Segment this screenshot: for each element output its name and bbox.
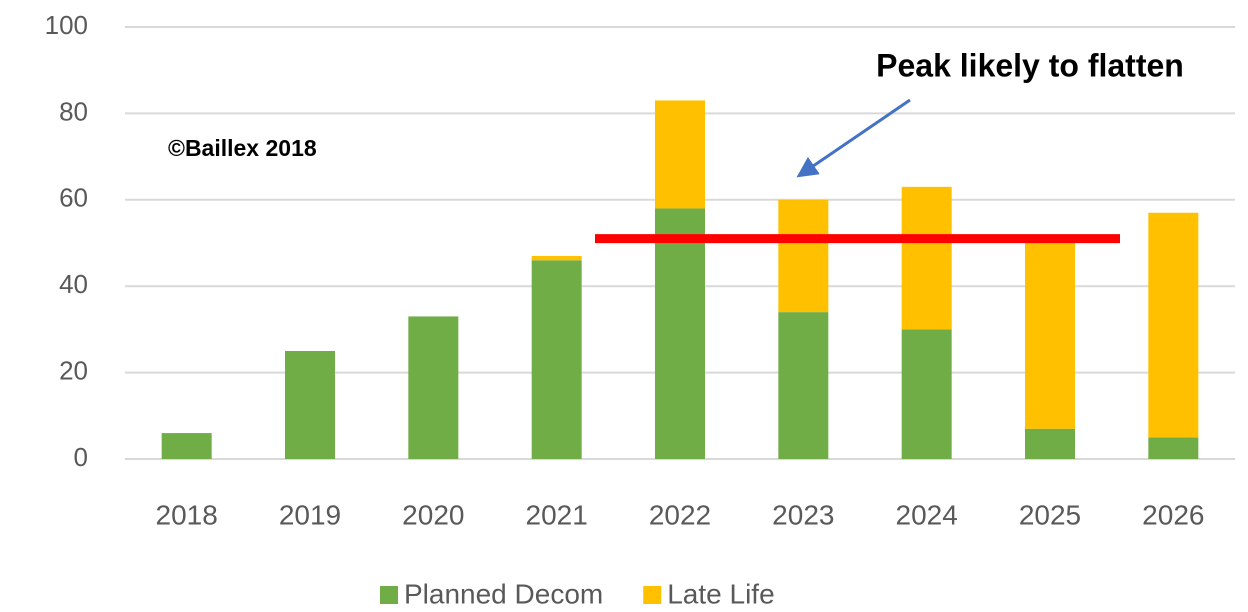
bar-segment [161,433,212,459]
bar-segment [285,351,335,459]
bar-segment [1025,428,1075,459]
x-tick-label: 2023 [772,499,834,530]
bar-segment [655,100,705,209]
bar-segment [778,312,829,459]
x-tick-label: 2020 [402,499,464,530]
x-tick-label: 2026 [1142,499,1204,530]
y-tick-label: 60 [59,183,88,213]
y-tick-label: 80 [59,96,88,126]
bar-segment [531,255,582,261]
bar-segment [655,208,705,459]
bar-segment [1148,212,1199,438]
x-tick-label: 2025 [1019,499,1081,530]
x-tick-label: 2019 [279,499,341,530]
x-tick-label: 2021 [526,499,588,530]
bar-segment [1025,243,1075,429]
y-tick-label: 40 [59,269,88,299]
legend-swatch [643,586,662,604]
x-tick-label: 2024 [896,499,958,530]
annotation: Peak likely to flatten [876,47,1184,83]
bar-segment [901,186,952,330]
bar-segment [408,316,459,459]
legend-label: Planned Decom [404,578,603,609]
y-tick-label: 20 [59,355,88,385]
bar-segment [1148,437,1199,459]
x-tick-label: 2018 [156,499,218,530]
arrow [796,98,911,178]
copyright: ©Baillex 2018 [168,135,317,161]
bar-segment [901,329,952,459]
y-tick-label: 100 [45,10,88,40]
y-tick-label: 0 [74,442,88,472]
legend-label: Late Life [667,578,774,609]
bar-segment [778,199,829,313]
x-tick-label: 2022 [649,499,711,530]
bar-segment [531,260,582,459]
legend-swatch [380,586,398,604]
